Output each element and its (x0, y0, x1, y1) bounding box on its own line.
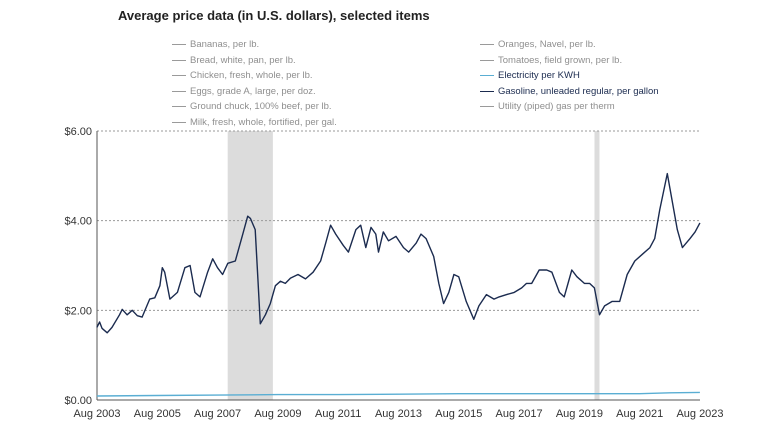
legend-label: Oranges, Navel, per lb. (498, 39, 596, 51)
x-tick-label: Aug 2009 (254, 408, 301, 420)
chart-title: Average price data (in U.S. dollars), se… (118, 8, 430, 23)
legend-swatch (480, 75, 494, 77)
legend-label: Electricity per KWH (498, 70, 580, 82)
legend-swatch (480, 44, 494, 46)
legend-swatch (172, 121, 186, 123)
gridlines (97, 130, 700, 311)
x-tick-label: Aug 2005 (134, 408, 181, 420)
legend-swatch (172, 106, 186, 108)
legend-label: Ground chuck, 100% beef, per lb. (190, 101, 332, 113)
series-layer (96, 172, 701, 397)
legend-item[interactable]: Oranges, Navel, per lb. (480, 37, 659, 53)
legend-swatch (480, 59, 494, 61)
recession-band-0 (227, 131, 273, 400)
series-line-1 (96, 391, 700, 397)
tick-labels: $0.00 $2.00 $4.00 $6.00 Aug 2003 Aug 2005 Aug … (64, 126, 723, 420)
x-tick-label: Aug 2015 (435, 408, 482, 420)
x-tick-label: Aug 2003 (73, 408, 120, 420)
x-tick-label: Aug 2013 (375, 408, 422, 420)
series-line-0 (96, 172, 701, 334)
x-tick-label: Aug 2021 (616, 408, 663, 420)
legend-swatch (172, 59, 186, 61)
legend-item[interactable]: Chicken, fresh, whole, per lb. (172, 68, 337, 84)
x-tick-label: Aug 2007 (194, 408, 241, 420)
legend-swatch (172, 75, 186, 77)
legend-label: Milk, fresh, whole, fortified, per gal. (190, 116, 337, 128)
legend-label: Utility (piped) gas per therm (498, 101, 615, 113)
legend-label: Chicken, fresh, whole, per lb. (190, 70, 313, 82)
legend-item[interactable]: Milk, fresh, whole, fortified, per gal. (172, 115, 337, 131)
legend-left-column: Bananas, per lb. Bread, white, pan, per l… (172, 37, 337, 130)
legend-item[interactable]: Bread, white, pan, per lb. (172, 53, 337, 69)
legend-item[interactable]: Eggs, grade A, large, per doz. (172, 84, 337, 100)
legend-item[interactable]: Gasoline, unleaded regular, per gallon (480, 84, 659, 100)
recession-band-1 (594, 131, 600, 400)
y-tick-label: $4.00 (64, 216, 92, 228)
legend-item[interactable]: Ground chuck, 100% beef, per lb. (172, 99, 337, 115)
x-tick-label: Aug 2011 (315, 408, 361, 420)
legend-item[interactable]: Tomatoes, field grown, per lb. (480, 53, 659, 69)
legend-item[interactable]: Electricity per KWH (480, 68, 659, 84)
legend-label: Tomatoes, field grown, per lb. (498, 54, 623, 66)
legend-label: Bread, white, pan, per lb. (190, 54, 296, 66)
x-tick-label: Aug 2019 (556, 408, 603, 420)
legend-label: Gasoline, unleaded regular, per gallon (498, 85, 659, 97)
legend-swatch (480, 90, 494, 92)
legend-right-column: Oranges, Navel, per lb. Tomatoes, field g… (480, 37, 659, 115)
x-tick-label: Aug 2017 (496, 408, 543, 420)
y-tick-label: $6.00 (64, 126, 92, 138)
legend-swatch (172, 90, 186, 92)
recession-shading-layer (227, 131, 600, 400)
legend-swatch (172, 44, 186, 46)
axes (96, 131, 700, 401)
legend-item[interactable]: Bananas, per lb. (172, 37, 337, 53)
y-tick-label: $0.00 (64, 395, 92, 407)
y-tick-label: $2.00 (64, 305, 92, 317)
legend-swatch (480, 106, 494, 108)
legend-item[interactable]: Utility (piped) gas per therm (480, 99, 659, 115)
legend-label: Bananas, per lb. (190, 39, 260, 51)
x-tick-label: Aug 2023 (676, 408, 723, 420)
legend-label: Eggs, grade A, large, per doz. (190, 85, 316, 97)
